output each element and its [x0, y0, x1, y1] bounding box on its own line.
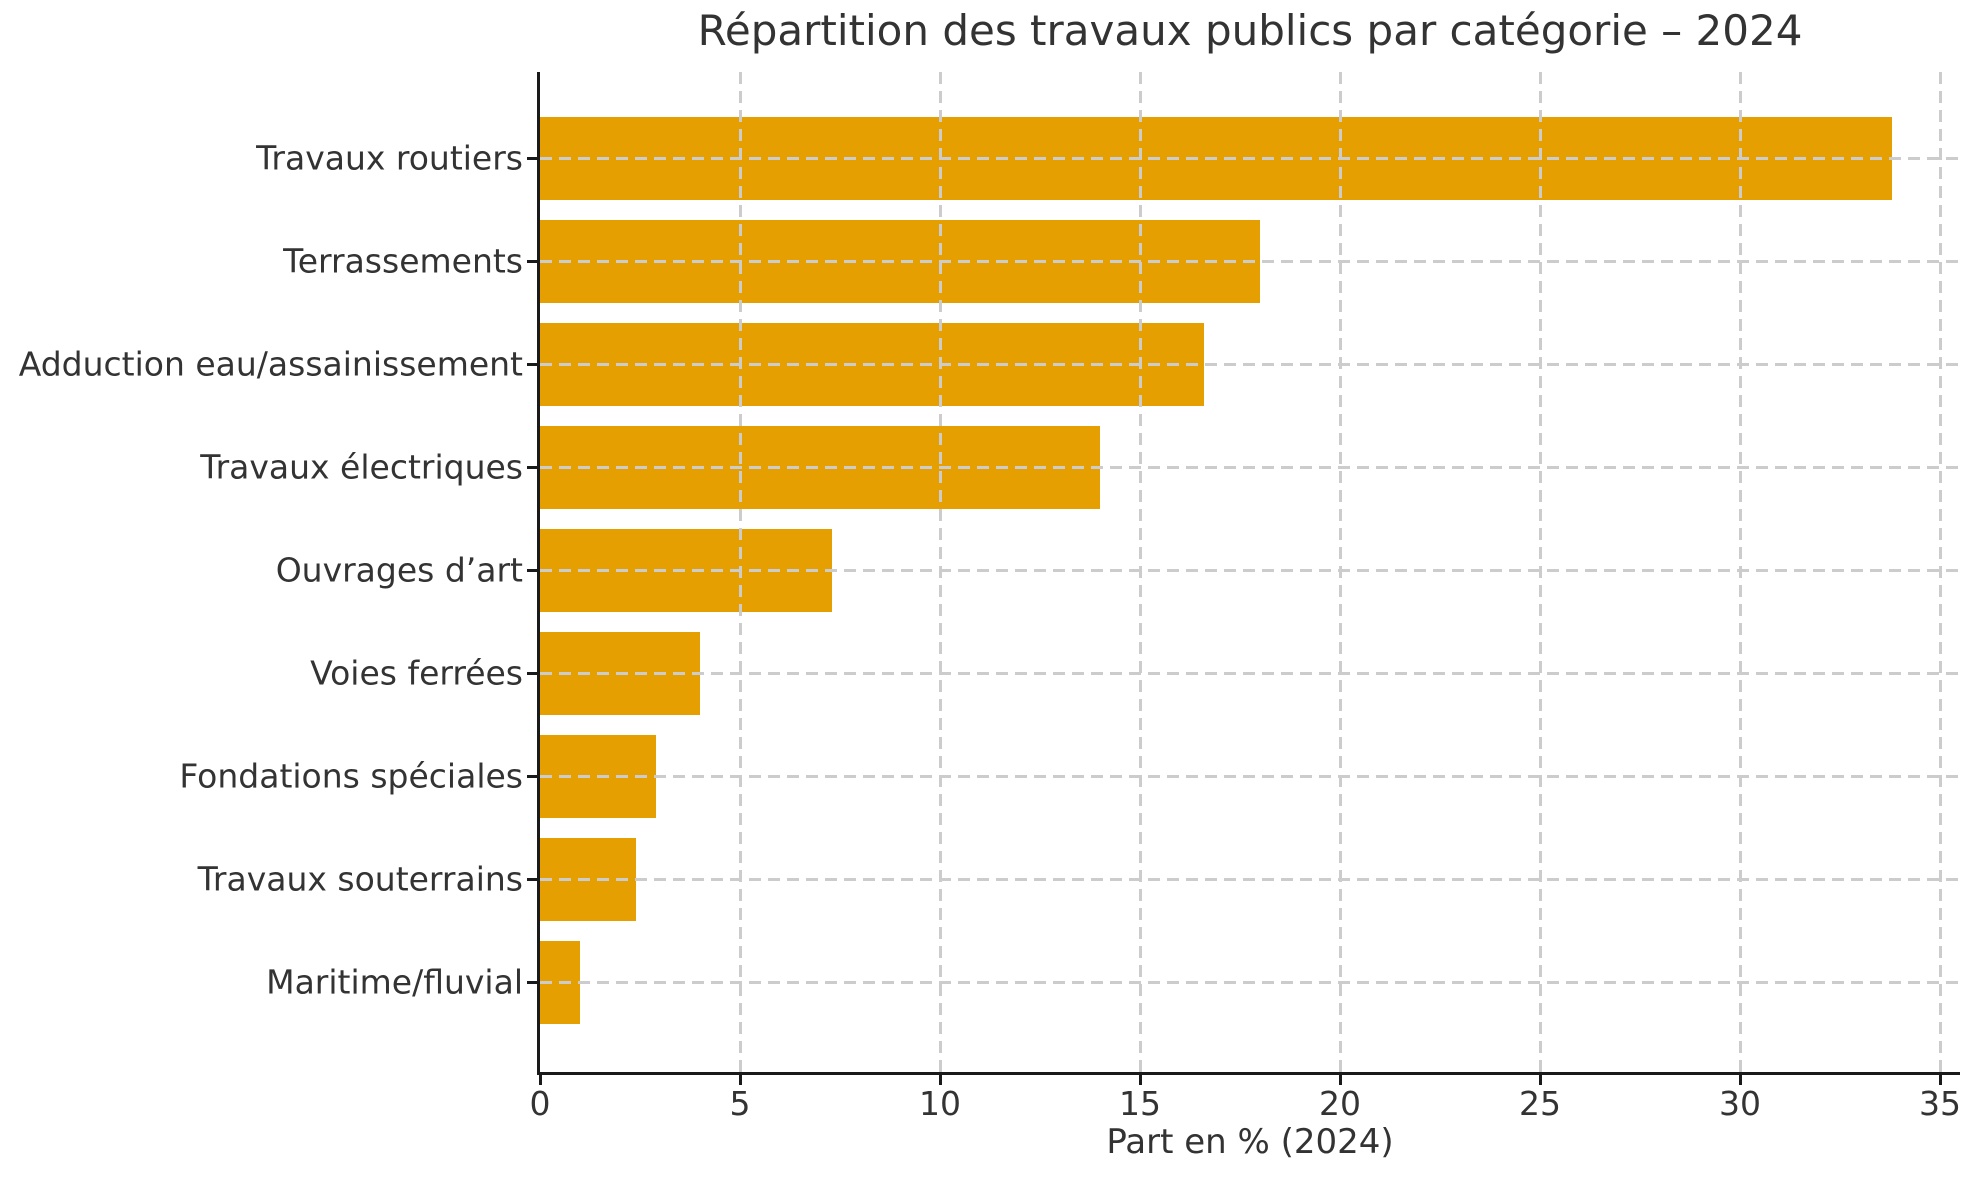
y-tick: [527, 671, 537, 675]
category-label: Maritime/fluvial: [266, 962, 523, 1002]
horizontal-gridline: [540, 671, 1960, 675]
vertical-gridline-35: [1938, 72, 1942, 1072]
x-tick-label: 10: [919, 1084, 961, 1123]
y-tick: [527, 774, 537, 778]
y-tick: [527, 362, 537, 366]
horizontal-gridline: [540, 980, 1960, 984]
category-label: Fondations spéciales: [179, 756, 523, 796]
horizontal-gridline: [540, 465, 1960, 469]
x-tick: [938, 1075, 942, 1085]
x-tick-label: 25: [1519, 1084, 1561, 1123]
category-label: Voies ferrées: [310, 653, 523, 693]
x-tick: [1538, 1075, 1542, 1085]
category-label: Terrassements: [283, 241, 523, 281]
horizontal-gridline: [540, 774, 1960, 778]
vertical-gridline-5: [738, 72, 742, 1072]
x-tick-label: 15: [1119, 1084, 1161, 1123]
horizontal-gridline: [540, 362, 1960, 366]
category-label: Travaux électriques: [200, 447, 523, 487]
category-label: Adduction eau/assainissement: [18, 344, 523, 384]
vertical-gridline-25: [1538, 72, 1542, 1072]
y-tick: [527, 568, 537, 572]
chart-title: Répartition des travaux publics par caté…: [697, 6, 1803, 55]
vertical-gridline-20: [1338, 72, 1342, 1072]
category-label: Ouvrages d’art: [275, 550, 523, 590]
horizontal-gridline: [540, 156, 1960, 160]
x-tick: [1938, 1075, 1942, 1085]
horizontal-gridline: [540, 259, 1960, 263]
horizontal-gridline: [540, 877, 1960, 881]
x-tick-label: 35: [1919, 1084, 1961, 1123]
y-tick: [527, 877, 537, 881]
plot-area: [537, 72, 1960, 1075]
y-tick: [527, 465, 537, 469]
x-tick: [1738, 1075, 1742, 1085]
vertical-gridline-15: [1138, 72, 1142, 1072]
x-tick: [1338, 1075, 1342, 1085]
category-label: Travaux souterrains: [197, 859, 523, 899]
y-tick: [527, 980, 537, 984]
x-tick: [1138, 1075, 1142, 1085]
x-tick: [538, 1075, 542, 1085]
vertical-gridline-30: [1738, 72, 1742, 1072]
vertical-gridline-10: [938, 72, 942, 1072]
x-tick-label: 5: [729, 1084, 751, 1123]
x-tick: [738, 1075, 742, 1085]
y-tick: [527, 259, 537, 263]
x-tick-label: 30: [1719, 1084, 1761, 1123]
x-tick-label: 0: [529, 1084, 551, 1123]
horizontal-gridline: [540, 568, 1960, 572]
y-tick: [527, 156, 537, 160]
x-tick-label: 20: [1319, 1084, 1361, 1123]
x-axis-label: Part en % (2024): [1106, 1122, 1394, 1162]
category-label: Travaux routiers: [256, 138, 523, 178]
